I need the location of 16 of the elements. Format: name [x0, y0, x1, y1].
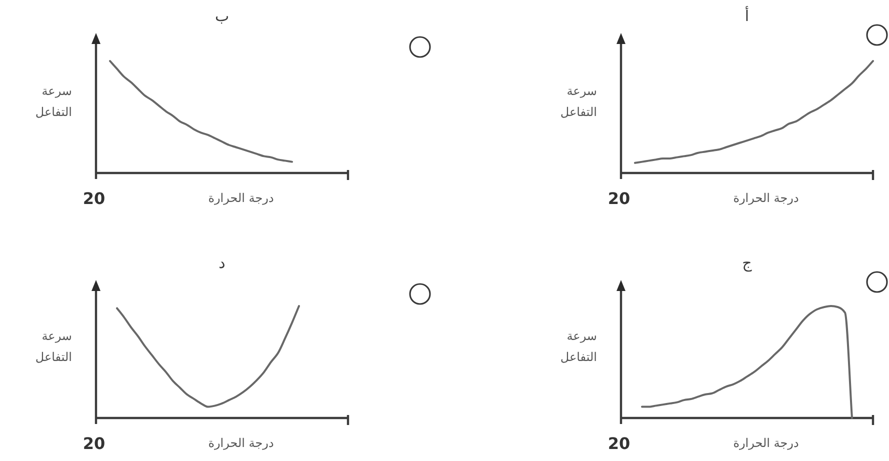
title: ب: [214, 7, 230, 25]
annotation: 20: [608, 434, 630, 453]
ylabel: سرعة التفاعل: [560, 84, 597, 119]
title: د: [218, 254, 226, 272]
ylabel: سرعة التفاعل: [35, 84, 72, 119]
annotation: 20: [82, 434, 106, 453]
annotation: 20: [608, 189, 630, 208]
title: ج: [742, 254, 752, 272]
annotation: 20: [82, 189, 106, 208]
xlabel: درجة الحرارة: [208, 191, 274, 205]
ylabel: سرعة التفاعل: [560, 329, 597, 364]
title: أ: [744, 7, 750, 25]
ylabel: سرعة التفاعل: [35, 329, 72, 364]
xlabel: درجة الحرارة: [733, 191, 799, 205]
xlabel: درجة الحرارة: [208, 436, 274, 450]
xlabel: درجة الحرارة: [733, 436, 799, 450]
